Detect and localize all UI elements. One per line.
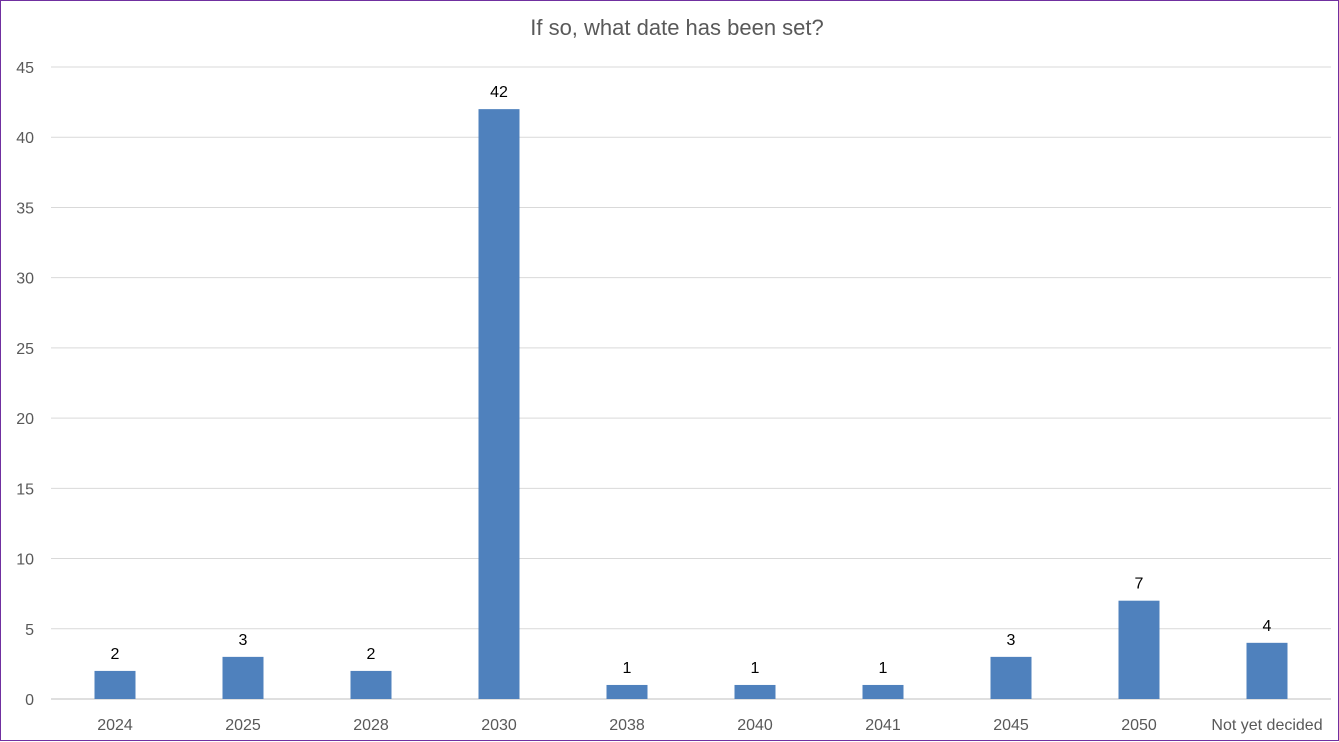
bars	[94, 109, 1288, 700]
chart-title: If so, what date has been set?	[530, 15, 824, 40]
y-tick-label: 40	[16, 130, 34, 147]
bar-2041	[862, 684, 904, 699]
y-axis-tick-labels: 0 5 10 15 20 25 30 35 40 45	[16, 60, 34, 709]
x-tick-label: 2050	[1121, 717, 1157, 734]
bar-2025	[222, 656, 264, 699]
gridlines	[51, 66, 1331, 700]
y-tick-label: 30	[16, 271, 34, 288]
bar-2038	[606, 684, 648, 699]
y-tick-label: 15	[16, 481, 34, 498]
data-label: 1	[879, 660, 888, 677]
bar-2030	[478, 109, 520, 700]
y-tick-label: 5	[25, 622, 34, 639]
x-tick-label: 2024	[97, 717, 133, 734]
x-tick-label: 2038	[609, 717, 645, 734]
y-tick-label: 0	[25, 692, 34, 709]
x-axis-tick-labels: 2024 2025 2028 2030 2038 2040 2041 2045 2050 Not …	[97, 717, 1322, 734]
y-tick-label: 25	[16, 341, 34, 358]
bar-2028	[350, 670, 392, 699]
x-tick-label: 2041	[865, 717, 901, 734]
x-tick-label: 2045	[993, 717, 1029, 734]
bar-2050	[1118, 600, 1160, 699]
x-tick-label: Not yet decided	[1211, 717, 1322, 734]
x-tick-label: 2028	[353, 717, 389, 734]
data-label: 7	[1135, 576, 1144, 593]
y-tick-label: 35	[16, 200, 34, 217]
bar-2040	[734, 684, 776, 699]
x-tick-label: 2030	[481, 717, 517, 734]
data-label: 2	[111, 646, 120, 663]
data-labels: 2 3 2 42 1 1 1 3 7 4	[111, 84, 1272, 677]
data-label: 4	[1263, 618, 1272, 635]
y-tick-label: 20	[16, 411, 34, 428]
data-label: 2	[367, 646, 376, 663]
x-tick-label: 2040	[737, 717, 773, 734]
y-tick-label: 45	[16, 60, 34, 77]
bar-not-yet-decided	[1246, 642, 1288, 699]
bar-2024	[94, 670, 136, 699]
y-tick-label: 10	[16, 552, 34, 569]
x-tick-label: 2025	[225, 717, 261, 734]
data-label: 1	[751, 660, 760, 677]
data-label: 3	[1007, 632, 1016, 649]
data-label: 42	[490, 84, 508, 101]
bar-2045	[990, 656, 1032, 699]
data-label: 1	[623, 660, 632, 677]
data-label: 3	[239, 632, 248, 649]
